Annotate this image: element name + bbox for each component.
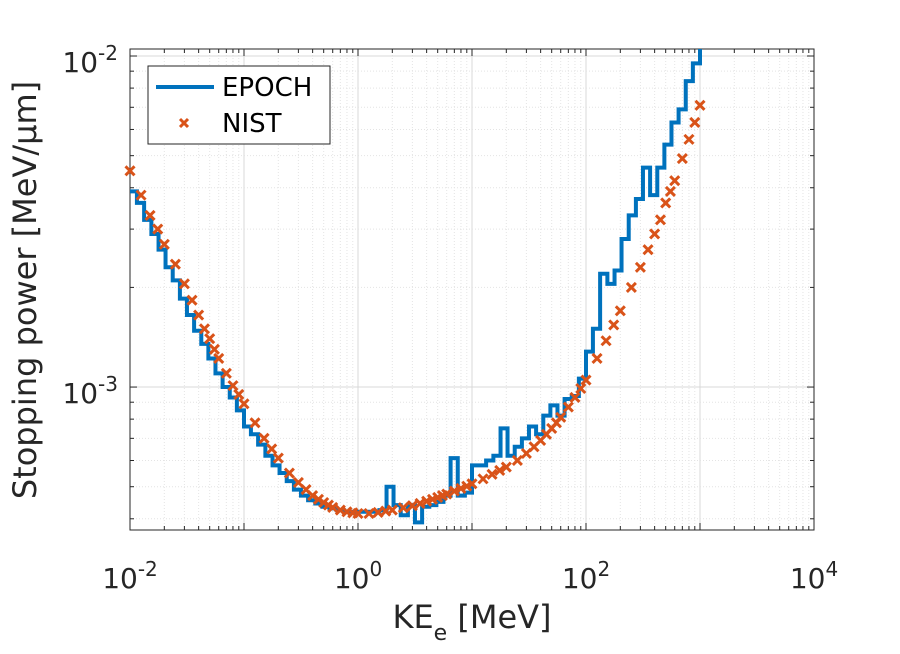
nist-point: [193, 309, 205, 321]
nist-point: [186, 294, 198, 306]
nist-point: [555, 411, 567, 423]
nist-point: [614, 305, 626, 317]
epoch-stairs-line: [130, 49, 702, 525]
series-layer: [124, 49, 706, 525]
nist-point: [562, 401, 574, 413]
nist-point: [233, 388, 245, 400]
x-tick-labels: 10-2 100 102 104: [102, 557, 838, 595]
nist-point: [664, 185, 676, 197]
legend-nist-marker: [178, 117, 190, 129]
nist-point: [642, 244, 654, 256]
nist-point: [227, 380, 239, 392]
nist-point: [238, 398, 250, 410]
x-tick-label: 10-2: [102, 557, 158, 595]
nist-point: [575, 382, 587, 395]
nist-point: [660, 197, 672, 209]
nist-point: [208, 343, 220, 355]
nist-point: [486, 468, 498, 480]
legend-box: [147, 65, 331, 145]
nist-point: [158, 238, 170, 250]
nist-point: [152, 223, 164, 235]
nist-point: [213, 352, 225, 365]
nist-point: [569, 391, 581, 404]
legend-nist-label: NIST: [222, 109, 282, 139]
nist-point: [689, 116, 701, 129]
nist-point: [327, 501, 339, 513]
nist-point: [466, 478, 478, 490]
y-axis-label: Stopping power [MeV/μm]: [6, 81, 44, 499]
nist-point: [625, 281, 637, 293]
nist-point: [135, 189, 147, 201]
nist-point: [591, 352, 603, 365]
nist-point: [455, 482, 467, 495]
nist-point: [178, 278, 190, 290]
nist-point: [580, 374, 592, 386]
nist-point: [352, 507, 364, 520]
nist-point: [169, 258, 181, 270]
nist-point: [386, 504, 398, 516]
nist-point: [634, 261, 646, 273]
nist-point: [477, 473, 489, 485]
y-tick-label: 10-2: [62, 41, 118, 79]
nist-point: [258, 432, 270, 444]
nist-point: [406, 500, 418, 512]
nist-point: [198, 323, 211, 335]
nist-point: [608, 319, 620, 331]
nist-point: [600, 335, 612, 347]
nist-point: [649, 228, 661, 240]
nist-point: [511, 454, 523, 467]
nist-point: [494, 464, 506, 476]
legend-epoch-label: EPOCH: [222, 73, 312, 103]
nist-point: [448, 485, 460, 497]
y-tick-labels: 10-3 10-2: [62, 41, 118, 410]
nist-point: [266, 443, 278, 455]
x-tick-label: 104: [790, 557, 838, 595]
y-tick-label: 10-3: [62, 372, 118, 410]
nist-point: [669, 175, 681, 187]
nist-point: [676, 153, 688, 165]
nist-point: [144, 209, 156, 221]
nist-point: [249, 417, 261, 429]
nist-point: [694, 99, 706, 111]
nist-point: [683, 133, 695, 145]
axis-ticks: [129, 49, 814, 530]
legend: EPOCH NIST: [147, 65, 331, 145]
nist-point: [441, 488, 453, 500]
nist-point: [397, 502, 409, 514]
nist-point: [272, 452, 284, 464]
x-axis-label: KEe [MeV]: [392, 598, 551, 646]
nist-point: [363, 507, 375, 520]
nist-point: [500, 461, 512, 473]
x-tick-label: 102: [562, 557, 610, 595]
nist-point: [124, 165, 136, 177]
nist-point: [654, 214, 667, 226]
nist-point: [283, 467, 295, 479]
nist-point: [204, 333, 216, 345]
nist-markers: [124, 99, 706, 520]
nist-point: [220, 367, 232, 379]
nist-point: [372, 506, 384, 519]
x-tick-label: 100: [334, 557, 382, 595]
